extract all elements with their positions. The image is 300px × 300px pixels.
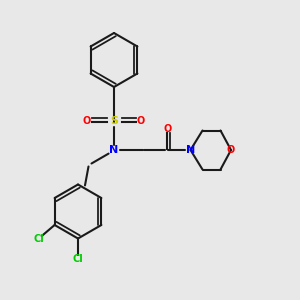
Text: O: O [137, 116, 145, 127]
Text: O: O [164, 124, 172, 134]
Text: O: O [83, 116, 91, 127]
Text: N: N [110, 145, 118, 155]
Text: Cl: Cl [33, 234, 44, 244]
Text: Cl: Cl [73, 254, 83, 265]
Text: N: N [186, 145, 195, 155]
Text: S: S [110, 116, 118, 127]
Text: O: O [227, 145, 235, 155]
